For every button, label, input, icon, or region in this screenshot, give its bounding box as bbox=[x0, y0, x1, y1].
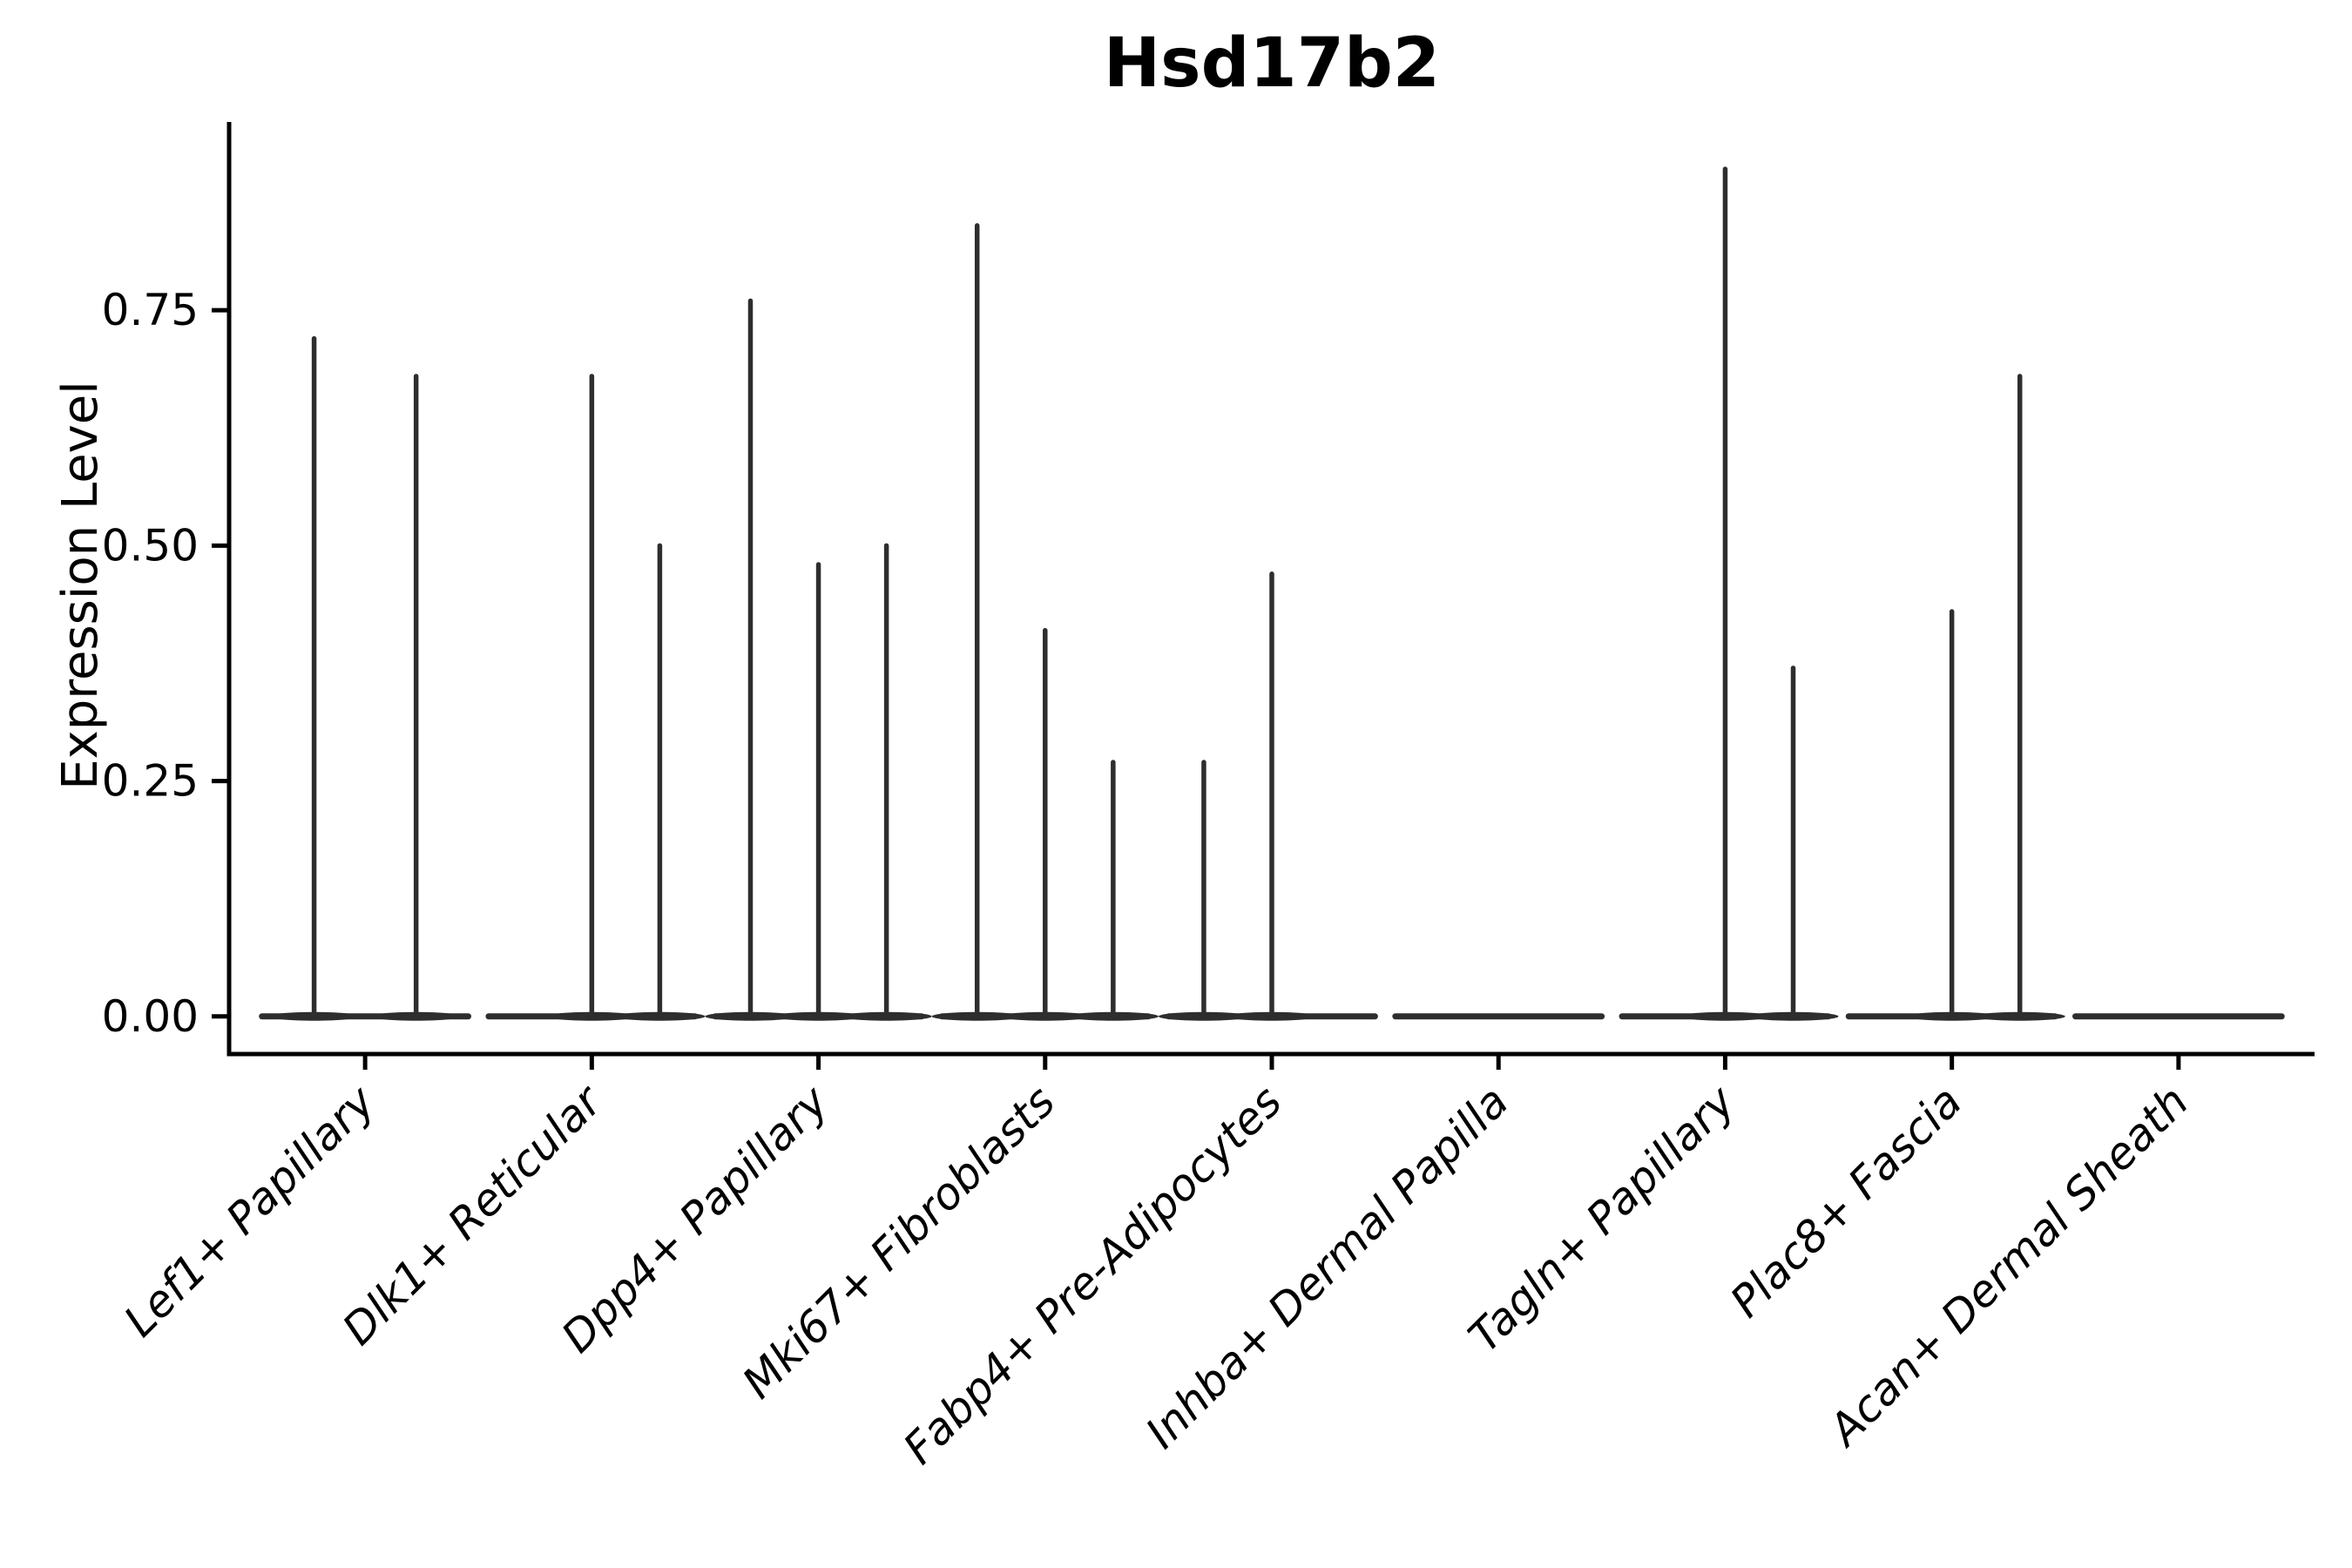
x-tick-label: Fabp4+ Pre-Adipocytes bbox=[894, 1076, 1292, 1474]
x-tick-label: Acan+ Dermal Sheath bbox=[1817, 1076, 2198, 1456]
chart-title: Hsd17b2 bbox=[1103, 24, 1441, 103]
y-tick-label: 0.50 bbox=[102, 520, 199, 571]
y-tick-label: 0.75 bbox=[102, 285, 199, 335]
x-tick-label: Inhba+ Dermal Papilla bbox=[1136, 1076, 1517, 1457]
y-tick-label: 0.00 bbox=[102, 991, 199, 1042]
x-tick-label: Plac8+ Fascia bbox=[1720, 1076, 1971, 1327]
y-tick-label: 0.25 bbox=[102, 756, 199, 807]
